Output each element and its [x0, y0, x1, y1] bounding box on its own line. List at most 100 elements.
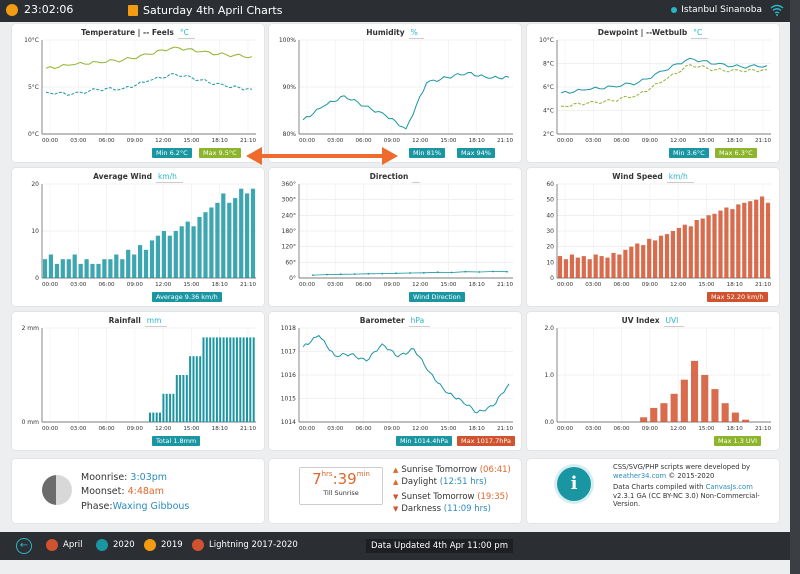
legend-lightning[interactable]: Lightning 2017-2020 [192, 539, 298, 551]
wifi-icon [770, 4, 784, 16]
bar [701, 375, 709, 422]
x-tick-label: 06:00 [356, 282, 373, 288]
uv-index-chart: 0.0 1.0 2.0 00:00 03:00 06:00 09:00 12:00 15:00 1… [544, 325, 771, 432]
y-tick-label: 1017 [281, 349, 296, 356]
legend-april[interactable]: April [46, 539, 82, 551]
clock-icon [6, 3, 18, 16]
rainfall-panel: Rainfall mm 0 mm 2 mm 00:00 03:00 06:00 09:00 1… [12, 312, 264, 450]
bar [195, 356, 198, 422]
year-2020-dot-icon [96, 539, 108, 551]
bar [48, 254, 53, 278]
x-tick-label: 09:00 [127, 426, 144, 432]
bar [182, 375, 185, 422]
bar [688, 226, 693, 278]
y-tick-label: 2 mm [22, 325, 40, 332]
canvasjs-link[interactable]: CanvasJs.com [705, 483, 753, 492]
location: Istanbul Sinanoba [671, 5, 762, 15]
bar [233, 198, 238, 278]
bar [209, 337, 212, 422]
bar [179, 226, 184, 278]
legend-2020[interactable]: 2020 [96, 539, 135, 551]
x-tick-label: 15:00 [698, 282, 715, 288]
x-tick-label: 12:00 [412, 138, 429, 144]
x-tick-label: 03:00 [70, 138, 87, 144]
page-title-text: Saturday 4th April Charts [143, 4, 283, 17]
page-title: Saturday 4th April Charts [128, 4, 282, 17]
x-tick-label: 03:00 [327, 282, 344, 288]
y-tick-label: 20 [31, 181, 39, 188]
credits-version: v2.3.1 GA (CC BY-NC 3.0) Non-Commercial-… [613, 491, 760, 509]
clock-time: 23:02:06 [24, 3, 74, 16]
y-tick-label: 6°C [543, 84, 554, 91]
bar [60, 259, 65, 278]
series-line [45, 46, 253, 70]
x-tick-label: 06:00 [356, 138, 373, 144]
series-line [561, 64, 768, 108]
x-tick-label: 21:10 [240, 138, 257, 144]
y-tick-label: 10°C [539, 37, 554, 44]
wind-speed-panel: Wind Speed km/h 0 10 20 30 40 50 60 00:00 03:00 06… [527, 168, 779, 306]
x-tick-label: 03:00 [585, 138, 602, 144]
legend-2019[interactable]: 2019 [144, 539, 183, 551]
x-tick-label: 15:00 [183, 138, 200, 144]
credits-line: Data Charts compiled with [613, 483, 704, 492]
x-tick-label: 00:00 [299, 138, 316, 144]
expand-arrow-icon[interactable] [246, 145, 398, 167]
average-wind-chart: 0 10 20 00:00 03:00 06:00 09:00 12:00 15:00 18:10… [31, 181, 256, 288]
sunrise-icon: ▲ [393, 466, 399, 474]
bar [617, 254, 622, 278]
bar [245, 193, 250, 278]
bar [185, 221, 190, 278]
x-tick-label: 00:00 [557, 426, 574, 432]
temperature-chart: 0°C 5°C 10°C 00:00 03:00 06:00 09:00 12:00 15:00… [24, 37, 257, 144]
x-tick-label: 12:00 [670, 138, 687, 144]
unit-label: % [408, 28, 424, 39]
x-tick-label: 12:00 [412, 426, 429, 432]
bar [754, 199, 759, 278]
bar [721, 403, 729, 422]
till-mins: 39 [337, 470, 357, 488]
max-badge: Max 94% [457, 148, 495, 158]
bar [84, 259, 89, 278]
bar [718, 210, 723, 278]
bar [557, 256, 563, 278]
bar [155, 412, 158, 422]
sun-info: 7hrs:39min Till Sunrise ▲ Sunrise Tomorro… [269, 459, 521, 523]
y-tick-label: 80% [283, 131, 297, 138]
bar [249, 337, 252, 422]
top-bar: 23:02:06 Saturday 4th April Charts Istan… [0, 0, 790, 22]
bar [587, 259, 592, 278]
y-tick-label: 2.0 [544, 325, 554, 332]
bar [650, 407, 658, 422]
location-pin-icon [671, 7, 678, 13]
x-tick-label: 09:00 [384, 282, 401, 288]
x-tick-label: 06:00 [614, 426, 631, 432]
panel-title: Barometer hPa [269, 316, 521, 327]
phase-value: Waxing Gibbous [112, 501, 190, 512]
bar [731, 412, 739, 422]
bar [132, 254, 137, 278]
panel-title: Dewpoint | --Wetbulb °C [527, 28, 779, 39]
bar [143, 249, 149, 278]
y-tick-label: 180° [282, 228, 296, 235]
point-link [451, 271, 466, 273]
unit-label: km/h [666, 172, 694, 183]
bar [235, 337, 238, 422]
bar [149, 412, 151, 422]
x-tick-label: 18:10 [469, 138, 486, 144]
series-line [302, 334, 510, 414]
bar [90, 263, 95, 278]
x-tick-label: 12:00 [670, 282, 687, 288]
x-tick-label: 06:00 [356, 426, 373, 432]
bar [185, 375, 188, 422]
bar [706, 215, 711, 278]
x-tick-label: 15:00 [440, 282, 457, 288]
y-tick-label: 0 [35, 275, 39, 282]
bar [239, 188, 244, 278]
x-tick-label: 18:10 [212, 138, 229, 144]
bar [680, 379, 688, 422]
info-icon[interactable]: i [557, 467, 591, 501]
weather34-link[interactable]: weather34.com [613, 471, 667, 480]
back-arrow-icon[interactable]: ← [16, 538, 32, 554]
x-tick-label: 06:00 [614, 138, 631, 144]
